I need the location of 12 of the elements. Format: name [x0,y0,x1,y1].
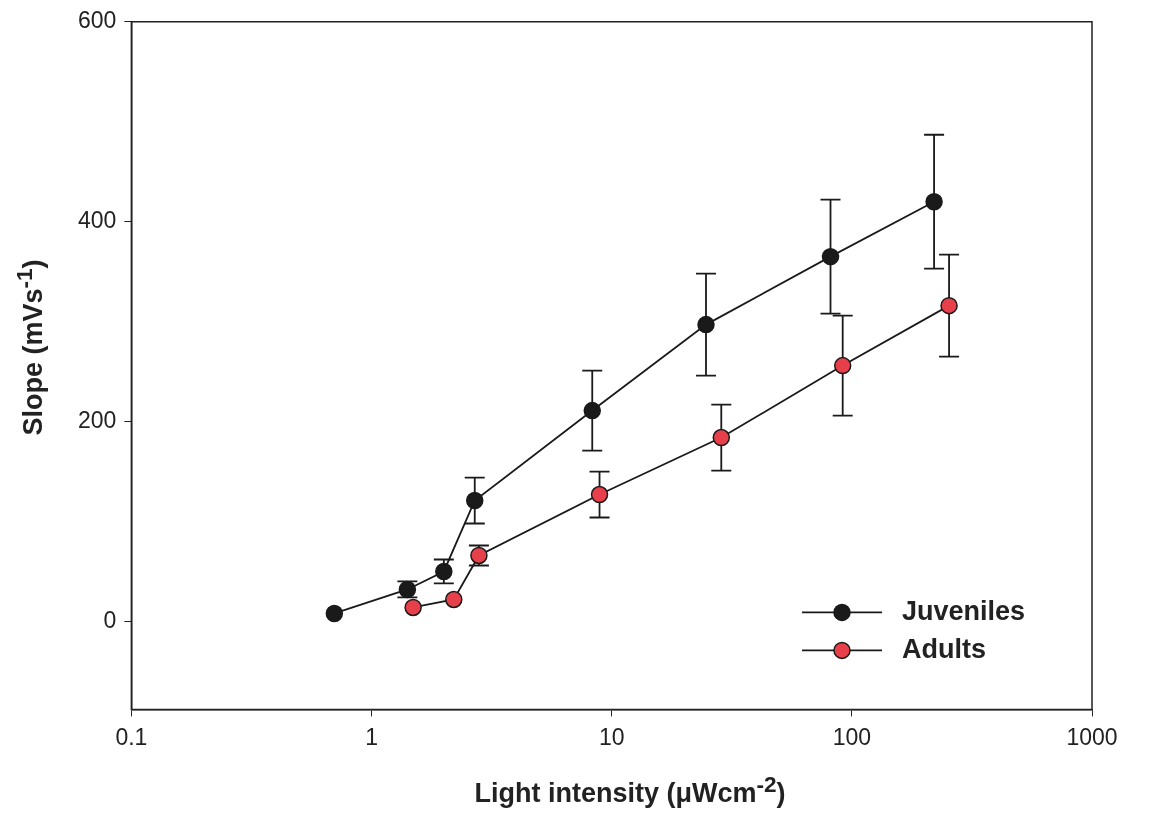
x-tick-label: 100 [832,723,872,750]
x-tick-label: 10 [598,723,625,750]
x-tick-label: 1 [365,723,378,750]
x-tick-label: 0.1 [115,723,148,750]
y-tick-label: 400 [78,207,117,234]
legend-label: Juveniles [902,595,1026,626]
x-tick-label: 1000 [1066,723,1118,750]
y-tick-label: 0 [103,606,117,633]
y-tick-label: 600 [78,7,117,34]
y-tick-label: 200 [78,406,117,433]
legend-label: Adults [902,633,986,664]
x-axis-title: Light intensity (μWcm$^{-2}$) [473,772,787,809]
